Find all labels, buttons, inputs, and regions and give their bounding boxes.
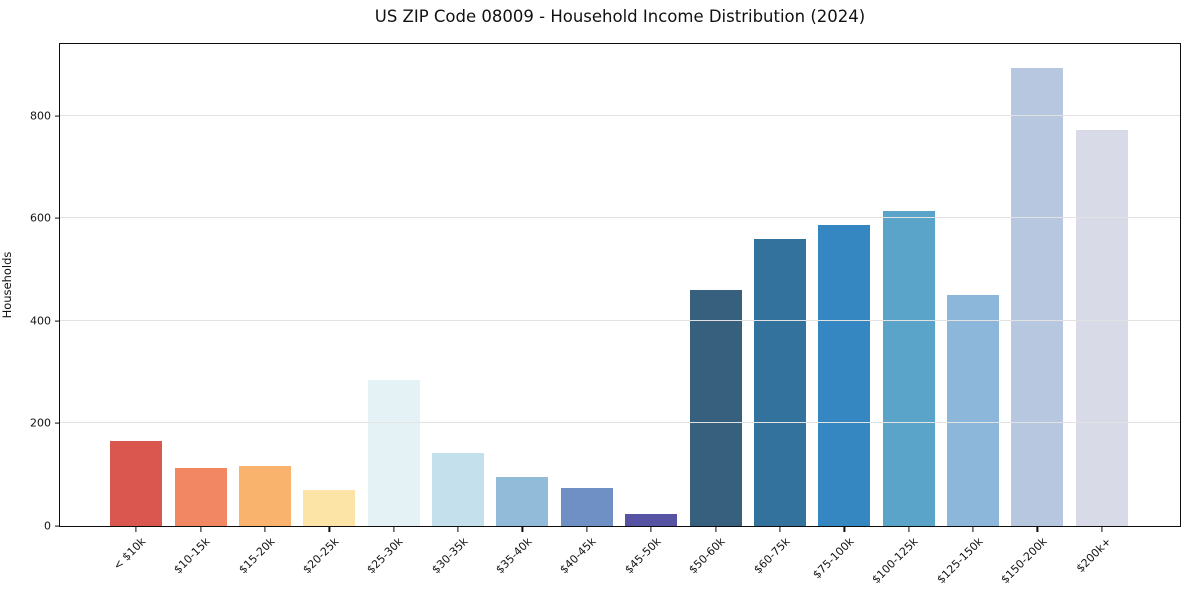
bar (238, 466, 291, 526)
x-tick-label: $15-20k (235, 535, 278, 577)
bar (174, 468, 227, 526)
x-tick-mark (650, 527, 652, 532)
bar-slot: $15-20k (233, 44, 297, 576)
x-tick-label: $200k+ (1073, 535, 1115, 576)
bar (689, 290, 742, 526)
x-tick-label: $20-25k (300, 535, 342, 577)
x-tick-mark (1101, 527, 1103, 532)
x-tick-mark (714, 527, 717, 532)
x-tick-mark (779, 527, 781, 532)
y-tick-mark (55, 525, 60, 527)
x-tick-mark (135, 527, 137, 532)
bar (303, 489, 356, 526)
x-tick-mark (328, 527, 330, 532)
bar (947, 295, 1000, 526)
bar-slot: $125-150k (934, 44, 1005, 586)
x-tick-mark (1036, 527, 1039, 532)
bar-slot: $20-25k (297, 44, 361, 576)
x-tick-mark (521, 527, 524, 532)
bar-slot: $10-15k (168, 44, 232, 576)
x-tick-label: $10-15k (171, 535, 213, 577)
bar (432, 453, 485, 526)
bar-slot: $60-75k (748, 44, 812, 576)
bar-slot: $200k+ (1070, 44, 1134, 575)
plot-area: < $10k $10-15k $15-20k $20-25k $25-30k $30-35… (30, 43, 1181, 586)
x-tick-label: $40-45k (557, 535, 600, 577)
x-tick-mark (843, 527, 845, 532)
x-tick-label: $30-35k (428, 535, 471, 577)
x-tick-mark (972, 527, 974, 532)
x-tick-label: $125-150k (934, 535, 986, 587)
bar-slot: $150-200k (998, 44, 1069, 586)
x-tick-label: $60-75k (750, 535, 793, 577)
bar (110, 441, 163, 526)
x-tick-mark (586, 527, 588, 532)
x-tick-label: $75-100k (810, 535, 857, 582)
x-tick-mark (457, 527, 459, 532)
bar-slot: $45-50k (619, 44, 683, 576)
x-tick-label: < $10k (110, 535, 149, 573)
y-tick-label: 200 (30, 416, 51, 430)
x-tick-mark (393, 527, 395, 532)
bar-slot: $40-45k (555, 44, 619, 576)
x-tick-mark (199, 527, 202, 532)
bar (625, 513, 678, 526)
x-tick-label: $50-60k (686, 535, 728, 577)
x-tick-label: $25-30k (364, 535, 406, 577)
y-tick-label: 600 (30, 211, 51, 225)
bar-slot: $30-35k (426, 44, 490, 576)
x-tick-label: $35-40k (493, 535, 535, 577)
bar (1075, 130, 1128, 526)
bar-slot: $100-125k (870, 44, 941, 586)
bars-container: < $10k $10-15k $15-20k $20-25k $25-30k $30-35… (60, 44, 1180, 586)
bar (882, 210, 935, 526)
bar-slot: $50-60k (683, 44, 747, 576)
x-tick-label: $45-50k (622, 535, 664, 577)
y-axis-label: Households (0, 251, 14, 319)
x-tick-mark (264, 527, 266, 532)
chart-title: US ZIP Code 08009 - Household Income Dis… (374, 7, 866, 26)
y-tick-mark (55, 422, 60, 425)
y-tick-label: 800 (30, 109, 51, 123)
bar-slot: $35-40k (490, 44, 554, 576)
bar (560, 487, 613, 526)
y-tick-mark (55, 115, 60, 117)
bar (818, 225, 871, 526)
x-tick-label: $150-200k (998, 535, 1050, 587)
y-tick-mark (55, 320, 60, 322)
bar-slot: < $10k (104, 44, 168, 573)
y-tick-label: 400 (30, 314, 51, 328)
x-tick-mark (908, 527, 910, 532)
bar (1011, 68, 1064, 526)
y-tick-label: 0 (44, 519, 51, 533)
bar (367, 380, 420, 526)
y-tick-mark (55, 217, 60, 219)
bar (496, 477, 549, 526)
bar-slot: $25-30k (362, 44, 426, 576)
bar-slot: $75-100k (810, 44, 876, 581)
x-tick-label: $100-125k (869, 535, 921, 587)
bar (753, 239, 806, 526)
